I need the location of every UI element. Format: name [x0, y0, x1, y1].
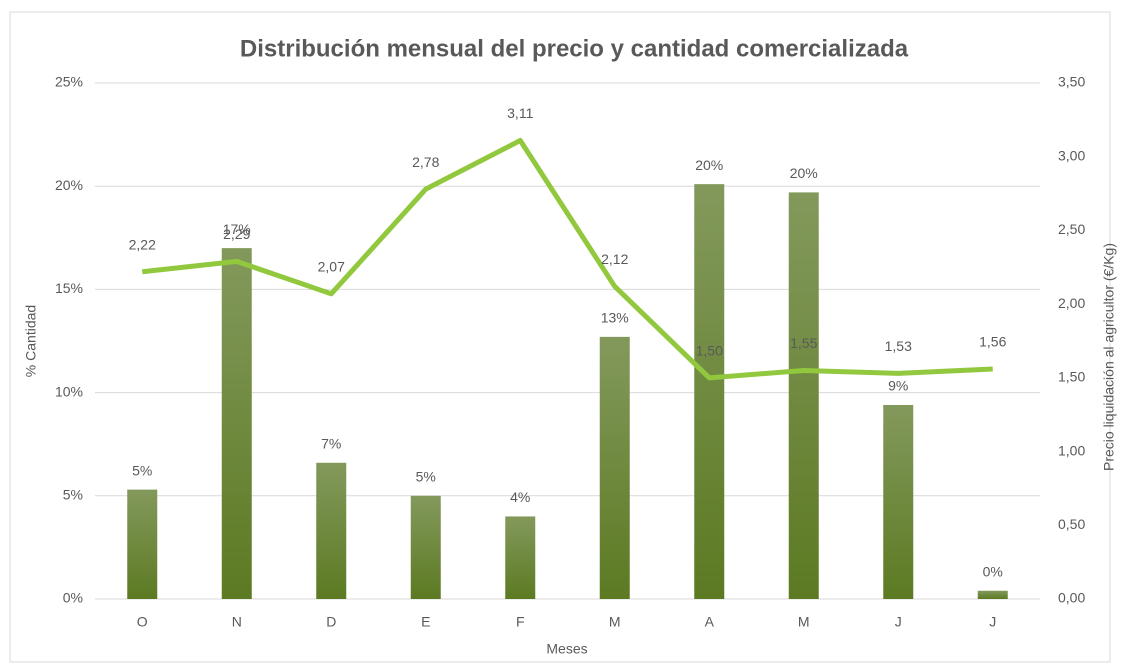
- line-value-label: 1,50: [696, 343, 723, 359]
- x-tick-label: F: [516, 614, 525, 630]
- chart-title: Distribución mensual del precio y cantid…: [240, 35, 909, 62]
- y2-tick-label: 1,50: [1058, 369, 1085, 385]
- bar: [221, 248, 252, 599]
- line-value-label: 1,56: [979, 334, 1006, 350]
- bar-value-label: 4%: [510, 489, 530, 505]
- line-value-label: 1,55: [790, 335, 817, 351]
- bar: [694, 184, 725, 600]
- bar: [410, 495, 441, 599]
- bar: [316, 462, 347, 599]
- y-tick-label: 0%: [63, 590, 83, 606]
- line-value-label: 2,22: [129, 236, 156, 252]
- y2-tick-label: 1,00: [1058, 442, 1085, 458]
- x-tick-label: A: [705, 614, 715, 630]
- bar-value-label: 0%: [983, 563, 1003, 579]
- x-tick-label: N: [232, 614, 242, 630]
- y2-tick-label: 2,00: [1058, 295, 1085, 311]
- y-tick-label: 15%: [55, 280, 83, 296]
- bar: [505, 516, 536, 599]
- y-axis-label: % Cantidad: [23, 305, 39, 377]
- y2-tick-label: 0,50: [1058, 516, 1085, 532]
- x-tick-label: E: [421, 614, 430, 630]
- y-tick-label: 10%: [55, 383, 83, 399]
- line-value-label: 2,07: [318, 259, 345, 275]
- bar: [977, 590, 1008, 599]
- x-tick-label: J: [895, 614, 902, 630]
- line-value-label: 2,12: [601, 251, 628, 267]
- y2-axis-label: Precio liquidación al agricultor (€/Kg): [1101, 243, 1117, 471]
- bar-value-label: 5%: [132, 462, 152, 478]
- y2-tick-label: 2,50: [1058, 221, 1085, 237]
- y-tick-label: 25%: [55, 74, 83, 90]
- bar-value-label: 5%: [416, 469, 436, 485]
- bar-value-label: 13%: [601, 310, 629, 326]
- y-tick-label: 20%: [55, 177, 83, 193]
- x-tick-label: D: [326, 614, 336, 630]
- x-tick-label: O: [137, 614, 148, 630]
- bar-value-label: 9%: [888, 378, 908, 394]
- x-tick-label: J: [989, 614, 996, 630]
- line-value-label: 2,78: [412, 154, 439, 170]
- chart-border: [9, 11, 1111, 663]
- x-axis-label: Meses: [546, 641, 587, 657]
- bar: [599, 336, 630, 599]
- bar-value-label: 7%: [321, 435, 341, 451]
- line-value-label: 1,53: [885, 338, 912, 354]
- y-tick-label: 5%: [63, 487, 83, 503]
- bar-value-label: 17%: [223, 221, 251, 237]
- line-value-label: 3,11: [507, 105, 533, 121]
- y2-tick-label: 3,00: [1058, 147, 1085, 163]
- line-value-label: 2,29: [223, 226, 250, 242]
- bar-value-label: 20%: [695, 157, 723, 173]
- y2-tick-label: 0,00: [1058, 590, 1085, 606]
- x-tick-label: M: [609, 614, 621, 630]
- x-tick-label: M: [798, 614, 810, 630]
- bar: [883, 404, 914, 599]
- bar: [788, 192, 819, 599]
- y2-tick-label: 3,50: [1058, 74, 1085, 90]
- bar-value-label: 20%: [790, 165, 818, 181]
- price-line: [141, 137, 993, 381]
- bar: [127, 489, 158, 599]
